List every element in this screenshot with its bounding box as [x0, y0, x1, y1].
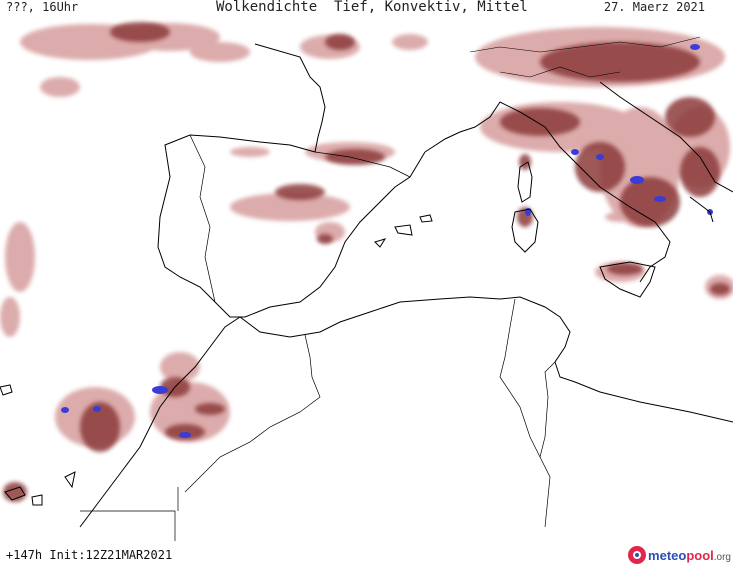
cloud-layer-dense: [3, 22, 730, 502]
cloud-density-map: [0, 17, 733, 541]
borders: [80, 134, 556, 541]
header-date: 27. Maerz 2021: [603, 0, 705, 14]
meteopool-logo-icon: [628, 546, 647, 564]
canary-islands: [0, 384, 76, 506]
footer-bar: +147h Init:12Z21MAR2021 meteopool.org: [0, 541, 733, 566]
meteopool-wordmark: meteopool.org: [648, 547, 731, 563]
cloud-layer-light: [0, 23, 733, 447]
map-title: Wolkendichte Tief, Konvektiv, Mittel: [216, 0, 528, 15]
header-time-label: ???, 16Uhr: [6, 0, 79, 14]
forecast-init-label: +147h Init:12Z21MAR2021: [6, 548, 173, 562]
meteopool-logo[interactable]: meteopool.org: [628, 546, 731, 564]
